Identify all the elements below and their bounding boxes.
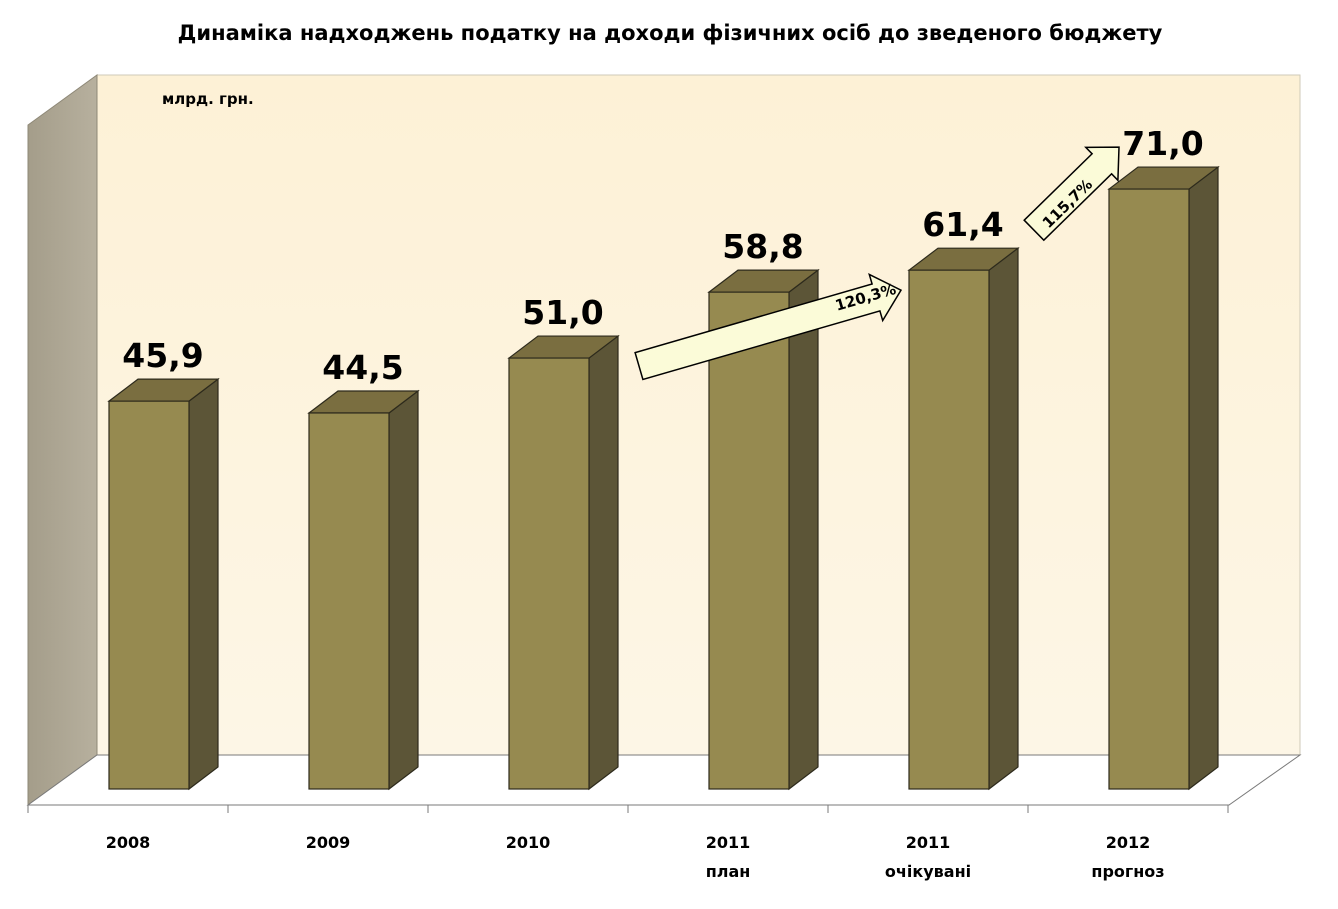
data-label: 51,0 xyxy=(522,293,603,332)
data-label: 71,0 xyxy=(1122,124,1203,163)
bar xyxy=(907,246,1020,791)
bar-side-face xyxy=(188,377,219,791)
bar-side-face xyxy=(988,246,1019,791)
labels: 45,9 2008 44,5 2009 51,0 2010 58,8 2011 план 61,4… xyxy=(106,124,1204,881)
side-wall xyxy=(27,74,98,806)
x-tick-label: 2011 xyxy=(906,833,951,852)
bar-side-face xyxy=(1188,165,1219,791)
x-tick-label: 2008 xyxy=(106,833,151,852)
data-label: 45,9 xyxy=(122,336,203,375)
data-label: 44,5 xyxy=(322,348,403,387)
growth-arrow xyxy=(634,272,903,381)
growth-arrow xyxy=(1023,146,1120,242)
x-axis xyxy=(27,804,1229,813)
bar-front-face xyxy=(108,400,190,790)
x-tick-sublabel: прогноз xyxy=(1091,862,1164,881)
bar-front-face xyxy=(708,291,790,790)
bar xyxy=(1107,165,1220,791)
bar-front-face xyxy=(1108,188,1190,790)
bar-side-face xyxy=(788,268,819,791)
x-tick-sublabel: план xyxy=(706,862,751,881)
bars xyxy=(107,165,1220,791)
unit-label: млрд. грн. xyxy=(162,90,254,108)
bar-front-face xyxy=(908,269,990,790)
x-tick-label: 2011 xyxy=(706,833,751,852)
bar xyxy=(107,377,220,791)
x-tick-label: 2010 xyxy=(506,833,551,852)
bar xyxy=(707,268,820,791)
bar-side-face xyxy=(588,334,619,791)
growth-arrows: 120,3%115,7% xyxy=(634,146,1120,381)
bar xyxy=(507,334,620,791)
x-tick-label: 2012 xyxy=(1106,833,1151,852)
chart-title: Динаміка надходжень податку на доходи фі… xyxy=(178,21,1163,45)
bar xyxy=(307,389,420,791)
bar-front-face xyxy=(308,412,390,790)
bar-side-face xyxy=(388,389,419,791)
x-tick-sublabel: очікувані xyxy=(885,862,971,881)
data-label: 61,4 xyxy=(922,205,1003,244)
data-label: 58,8 xyxy=(722,227,803,266)
x-tick-label: 2009 xyxy=(306,833,351,852)
bar-front-face xyxy=(508,357,590,790)
